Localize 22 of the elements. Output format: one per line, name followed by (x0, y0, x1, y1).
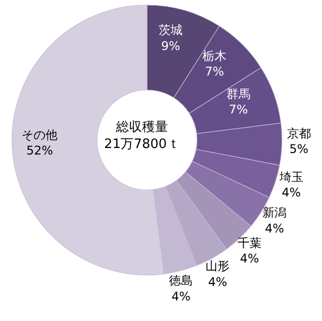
slice-label: 新潟 (262, 206, 287, 220)
text: 21万7800ｔ (104, 137, 180, 152)
data-label: 5% (289, 142, 308, 156)
slice-label: 群馬 (226, 86, 250, 101)
data-label: 52% (26, 144, 54, 158)
slice-label: その他 (22, 128, 58, 142)
slice-label: 京都 (286, 126, 311, 141)
data-label: 4% (172, 289, 191, 304)
data-label: 4% (240, 252, 259, 266)
data-label: 4% (265, 221, 284, 236)
text: 総収穫量 (115, 120, 168, 135)
slice-label: 山形 (206, 259, 230, 274)
slice-label: 栃木 (202, 49, 226, 64)
data-label: 4% (208, 274, 228, 289)
slice-label: 千葉 (237, 236, 262, 250)
slice-label: 徳島 (169, 274, 194, 288)
slice-label: 茨城 (158, 23, 183, 38)
slice-label: 埼玉 (278, 170, 304, 184)
data-label: 7% (204, 64, 224, 79)
data-label: 7% (228, 102, 248, 116)
data-label: 9% (161, 38, 180, 53)
data-label: 4% (282, 186, 301, 200)
